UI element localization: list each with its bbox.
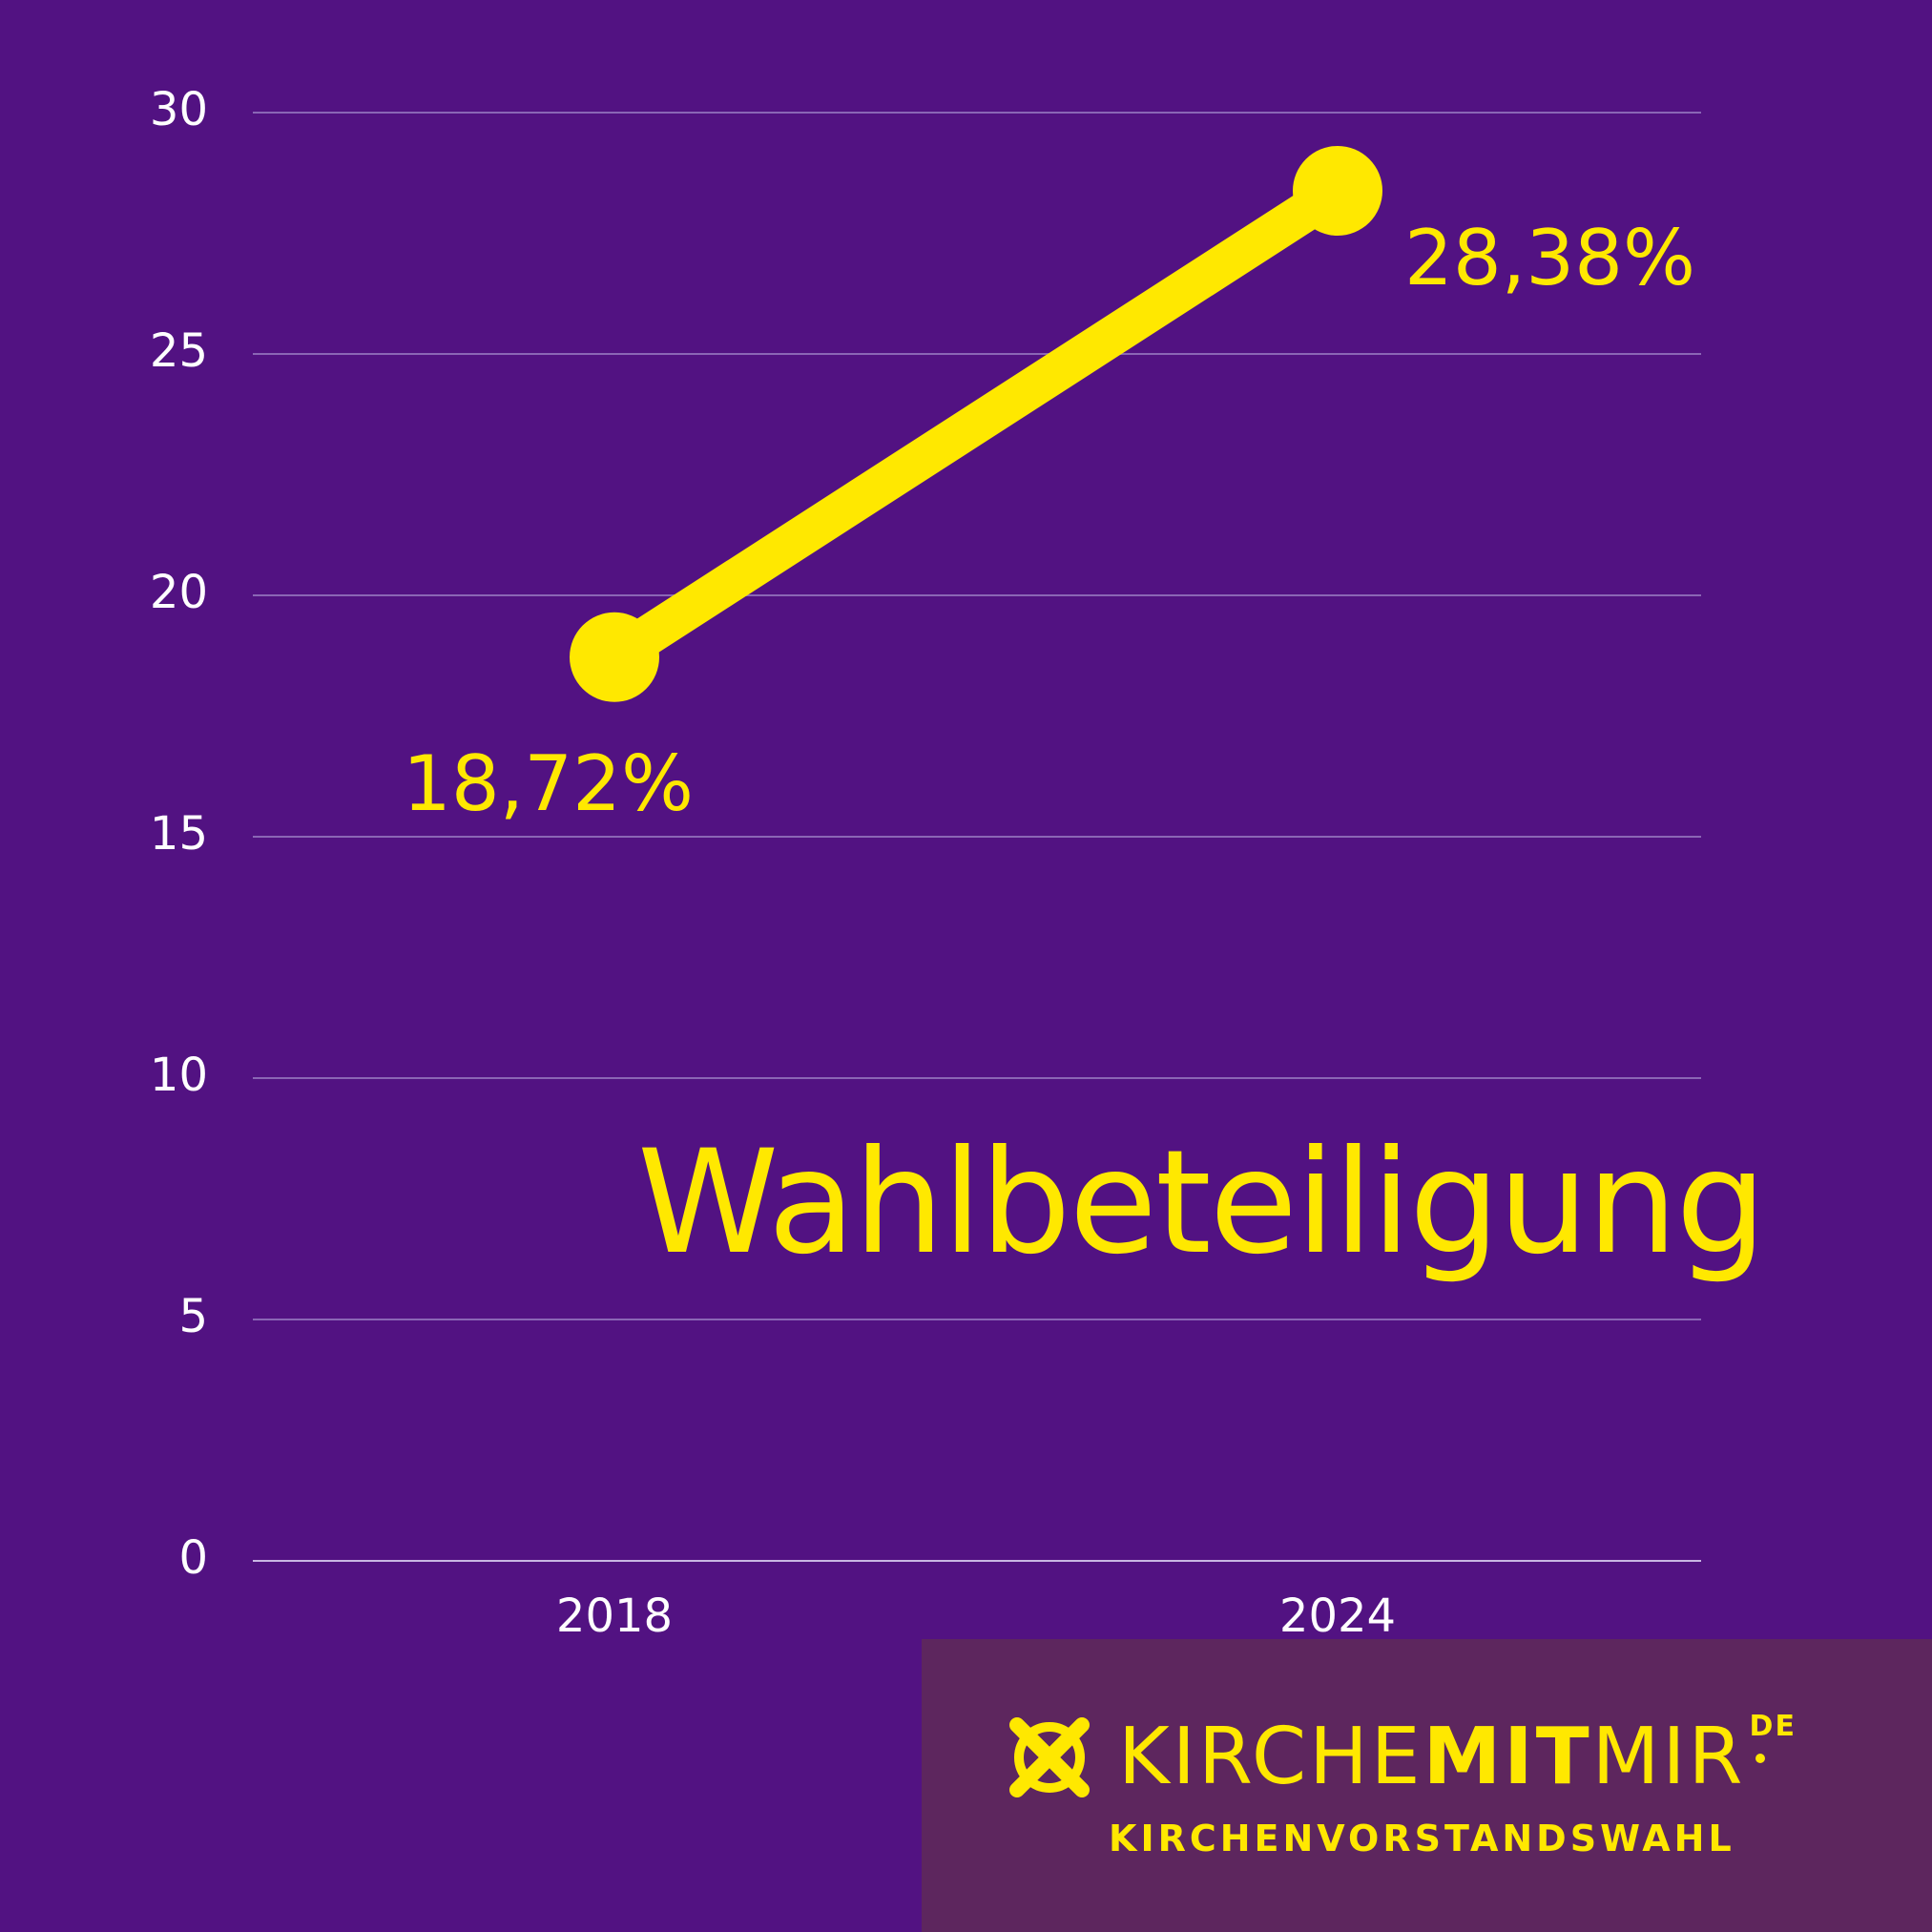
chart-annotation: Wahlbeteiligung (637, 1120, 1767, 1286)
brand-footer: KIRCHEMITMIR DE KIRCHENVORSTANDSWAHL (922, 1639, 1932, 1932)
y-tick-label: 20 (150, 566, 208, 619)
chart-gridlines (253, 112, 1701, 1562)
y-tick-label: 10 (150, 1049, 208, 1102)
x-tick-label: 2024 (1279, 1589, 1396, 1643)
chart-series (570, 145, 1382, 702)
data-label: 28,38% (1404, 214, 1695, 302)
data-point (1293, 145, 1382, 236)
y-tick-label: 0 (178, 1531, 208, 1585)
brand-name-suffix: MIR (1591, 1712, 1746, 1802)
x-tick-label: 2018 (556, 1589, 673, 1643)
y-tick-label: 15 (150, 807, 208, 861)
y-tick-label: 25 (150, 324, 208, 378)
y-tick-label: 5 (178, 1290, 208, 1343)
brand-name-bold: MIT (1423, 1712, 1592, 1802)
y-axis-ticks: 0 5 10 15 20 25 30 (150, 83, 208, 1585)
brand-subtitle: KIRCHENVORSTANDSWAHL (1109, 1818, 1735, 1859)
data-label: 18,72% (403, 739, 694, 828)
brand-logo: KIRCHEMITMIR DE (1006, 1710, 1797, 1801)
data-point (570, 612, 659, 702)
data-labels: 18,72% 28,38% (403, 214, 1695, 828)
y-tick-label: 30 (150, 83, 208, 136)
x-axis-ticks: 2018 2024 (556, 1589, 1396, 1643)
brand-tld: DE (1749, 1710, 1797, 1763)
series-line (594, 170, 1358, 677)
ballot-cross-icon (1009, 1717, 1090, 1797)
brand-name: KIRCHEMITMIR (1118, 1718, 1746, 1797)
brand-name-prefix: KIRCHE (1118, 1712, 1423, 1802)
